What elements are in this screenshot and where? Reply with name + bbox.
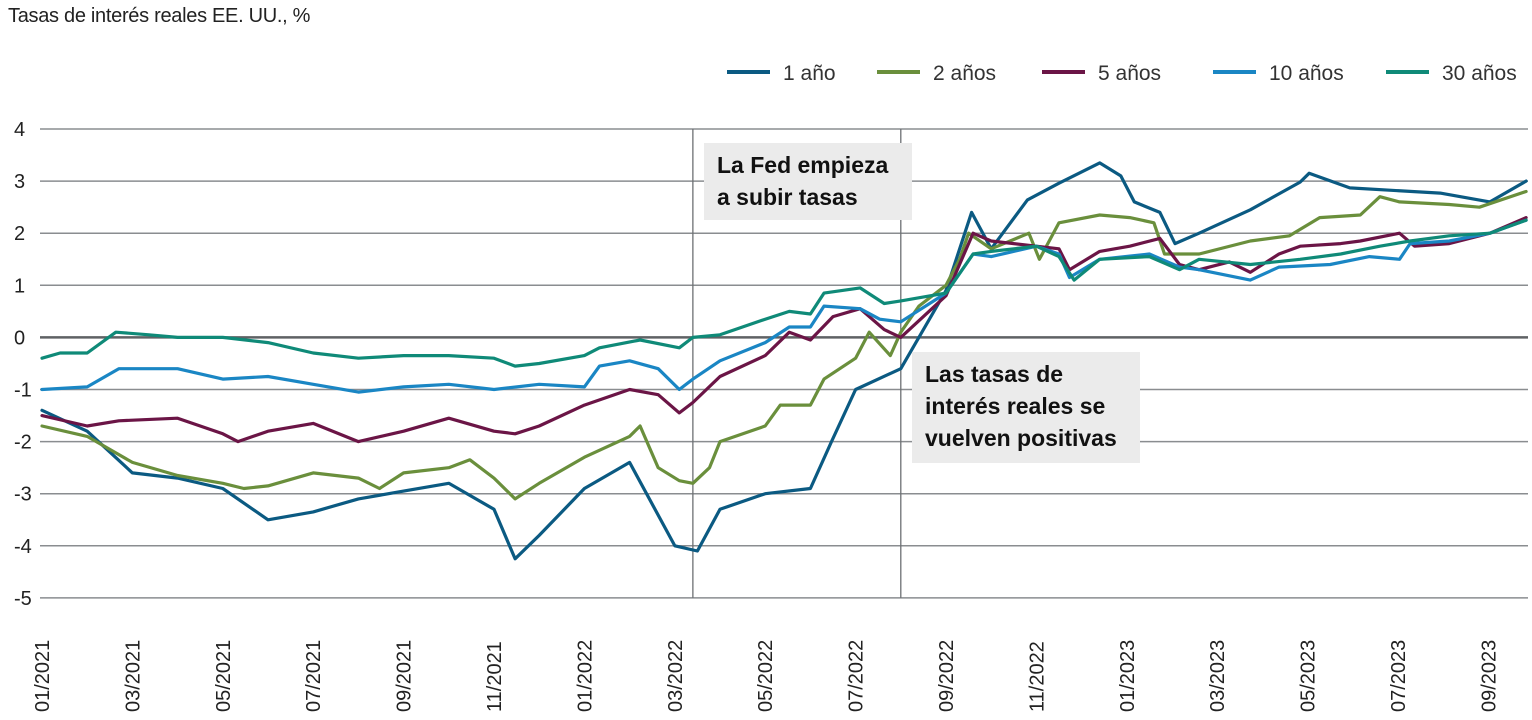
y-tick-label: 3 xyxy=(14,171,25,193)
series-line-30-años xyxy=(40,218,1528,368)
x-tick-label: 11/2022 xyxy=(1026,641,1048,712)
x-tick-label: 07/2021 xyxy=(303,640,325,712)
legend-label: 5 años xyxy=(1098,62,1161,85)
x-tick-label: 07/2022 xyxy=(846,640,868,712)
y-tick-label: 1 xyxy=(14,275,25,297)
x-tick-label: 01/2023 xyxy=(1117,640,1139,712)
annotation-box xyxy=(704,143,912,220)
y-tick-label: -5 xyxy=(14,588,32,610)
series-line-10-años xyxy=(40,218,1528,394)
annotation-text: interés reales se xyxy=(925,393,1105,419)
y-tick-label: -3 xyxy=(14,484,32,506)
legend-label: 2 años xyxy=(933,62,996,85)
annotation-text: La Fed empieza xyxy=(717,152,888,178)
y-tick-label: 4 xyxy=(14,119,25,141)
series-line-2-años xyxy=(40,189,1528,501)
y-tick-label: -2 xyxy=(14,432,32,454)
y-tick-label: 0 xyxy=(14,327,25,349)
x-tick-label: 05/2022 xyxy=(755,640,777,712)
x-tick-label: 05/2023 xyxy=(1298,640,1320,712)
x-tick-label: 09/2023 xyxy=(1478,640,1500,712)
x-tick-label: 07/2023 xyxy=(1388,640,1410,712)
x-tick-label: 03/2022 xyxy=(665,640,687,712)
legend-label: 10 años xyxy=(1269,62,1344,85)
legend-label: 1 año xyxy=(783,62,836,85)
x-tick-label: 11/2021 xyxy=(484,641,506,712)
x-tick-label: 03/2021 xyxy=(122,640,144,712)
series-line-1-año xyxy=(40,161,1528,561)
x-tick-label: 09/2021 xyxy=(394,640,416,712)
legend-label: 30 años xyxy=(1442,62,1517,85)
annotation-text: a subir tasas xyxy=(717,184,858,210)
x-tick-label: 01/2021 xyxy=(32,640,54,712)
chart-title: Tasas de interés reales EE. UU., % xyxy=(8,5,311,27)
y-tick-label: -4 xyxy=(14,536,32,558)
annotation-text: vuelven positivas xyxy=(925,425,1117,451)
x-tick-label: 03/2023 xyxy=(1207,640,1229,712)
x-tick-label: 05/2021 xyxy=(213,640,235,712)
x-tick-label: 01/2022 xyxy=(574,640,596,712)
x-tick-label: 09/2022 xyxy=(936,640,958,712)
y-tick-label: 2 xyxy=(14,223,25,245)
annotation-box xyxy=(912,352,1140,463)
annotation-text: Las tasas de xyxy=(925,361,1063,387)
y-tick-label: -1 xyxy=(14,380,32,402)
